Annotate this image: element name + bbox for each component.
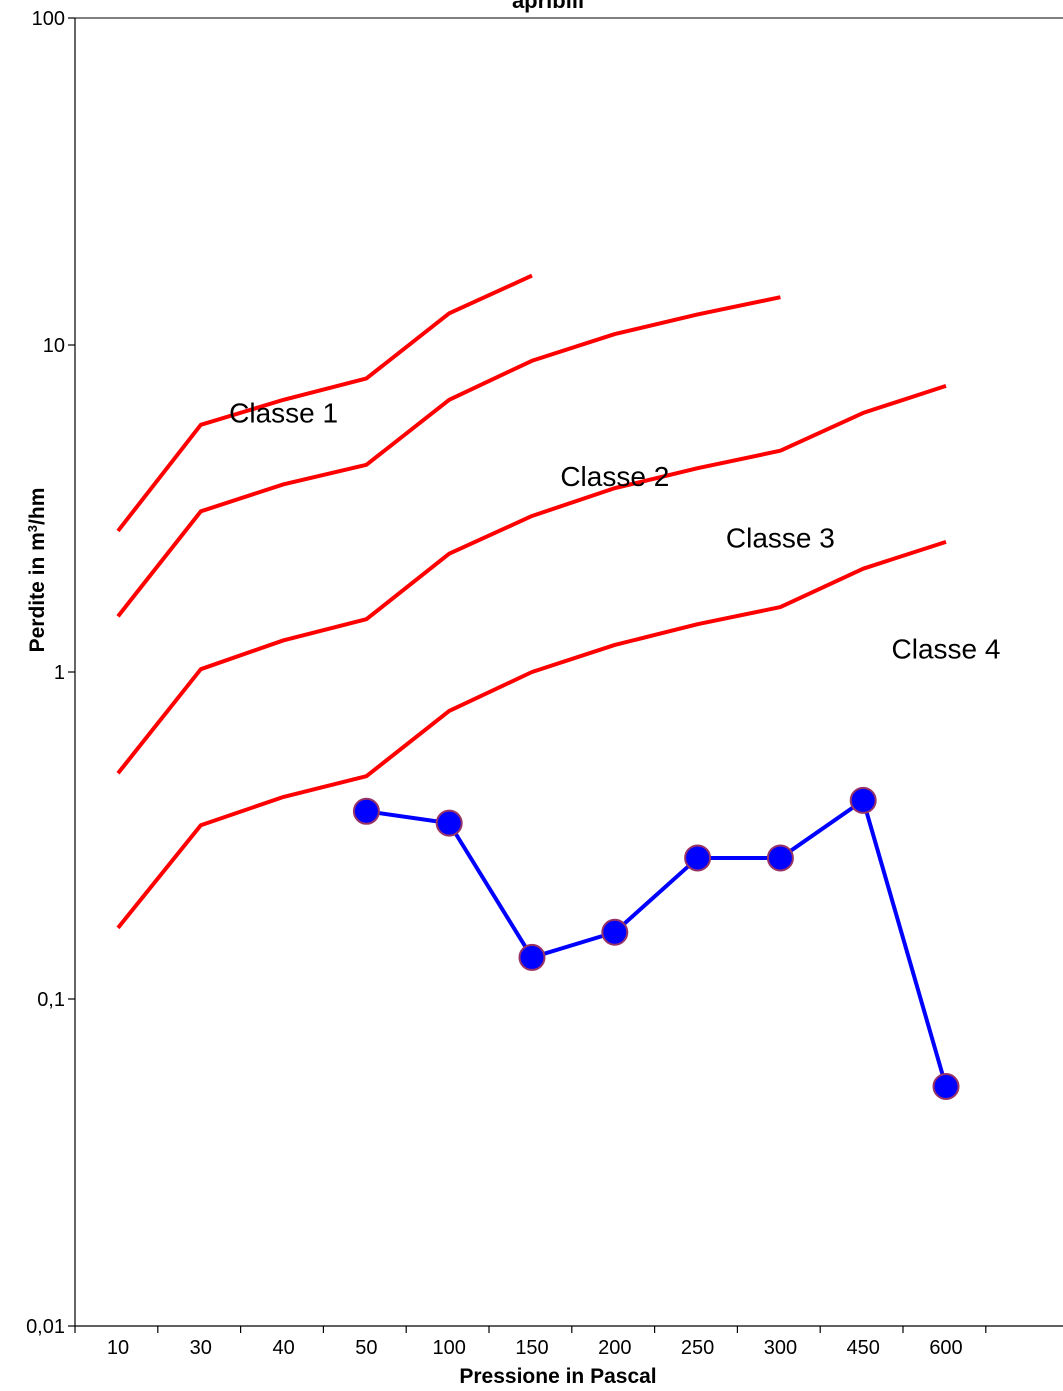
series-layer [116, 273, 960, 1101]
series-5-point [352, 797, 380, 825]
x-tick-label: 600 [929, 1337, 962, 1359]
y-axis-title-suffix: /hm [26, 488, 49, 525]
series-5-point [849, 786, 877, 814]
series-5-line [366, 798, 948, 1088]
y-axis-title-prefix: Perdite in m [26, 532, 49, 652]
series-4 [116, 539, 947, 930]
series-5-point [518, 943, 546, 971]
y-tick-label: 10 [43, 335, 65, 357]
y-tick-label: 0,01 [26, 1316, 65, 1338]
class-label: Classe 3 [726, 523, 835, 554]
x-tick-label: 50 [355, 1337, 377, 1359]
y-tick-label: 1 [54, 662, 65, 684]
class-label: Classe 2 [560, 461, 669, 492]
series-5-point [766, 844, 794, 872]
series-5 [352, 786, 960, 1101]
x-tick-label: 250 [681, 1337, 714, 1359]
axes: 100 10 1 0,1 0,01 10 30 40 50 100 150 200 250 300 450 6… [26, 8, 1063, 1359]
x-tick-label: 150 [515, 1337, 548, 1359]
series-2 [116, 295, 781, 618]
series-5-point [932, 1073, 960, 1101]
series-3-line [116, 383, 947, 775]
y-axis-title-sup: 3 [25, 525, 40, 532]
series-3 [116, 383, 947, 775]
chart-title: apribili [512, 0, 584, 13]
x-tick-label: 30 [190, 1337, 212, 1359]
x-tick-label: 40 [272, 1337, 294, 1359]
series-1 [116, 273, 533, 533]
series-2-line [116, 295, 781, 618]
series-4-line [116, 539, 947, 930]
series-5-point [684, 844, 712, 872]
x-tick-label: 200 [598, 1337, 631, 1359]
x-tick-label: 450 [847, 1337, 880, 1359]
y-axis-title: Perdite in m3/hm [25, 488, 50, 653]
x-axis-title: Pressione in Pascal [459, 1365, 656, 1388]
class-label: Classe 4 [892, 633, 1001, 664]
y-tick-label: 100 [32, 8, 65, 30]
series-1-line [116, 273, 533, 533]
y-tick-label: 0,1 [37, 989, 65, 1011]
annotation-layer: Classe 1 Classe 2 Classe 3 Classe 4 [229, 397, 1000, 664]
x-tick-label: 300 [764, 1337, 797, 1359]
series-5-point [601, 918, 629, 946]
x-tick-label: 100 [433, 1337, 466, 1359]
series-5-point [435, 809, 463, 837]
class-label: Classe 1 [229, 397, 338, 428]
x-tick-label: 10 [107, 1337, 129, 1359]
